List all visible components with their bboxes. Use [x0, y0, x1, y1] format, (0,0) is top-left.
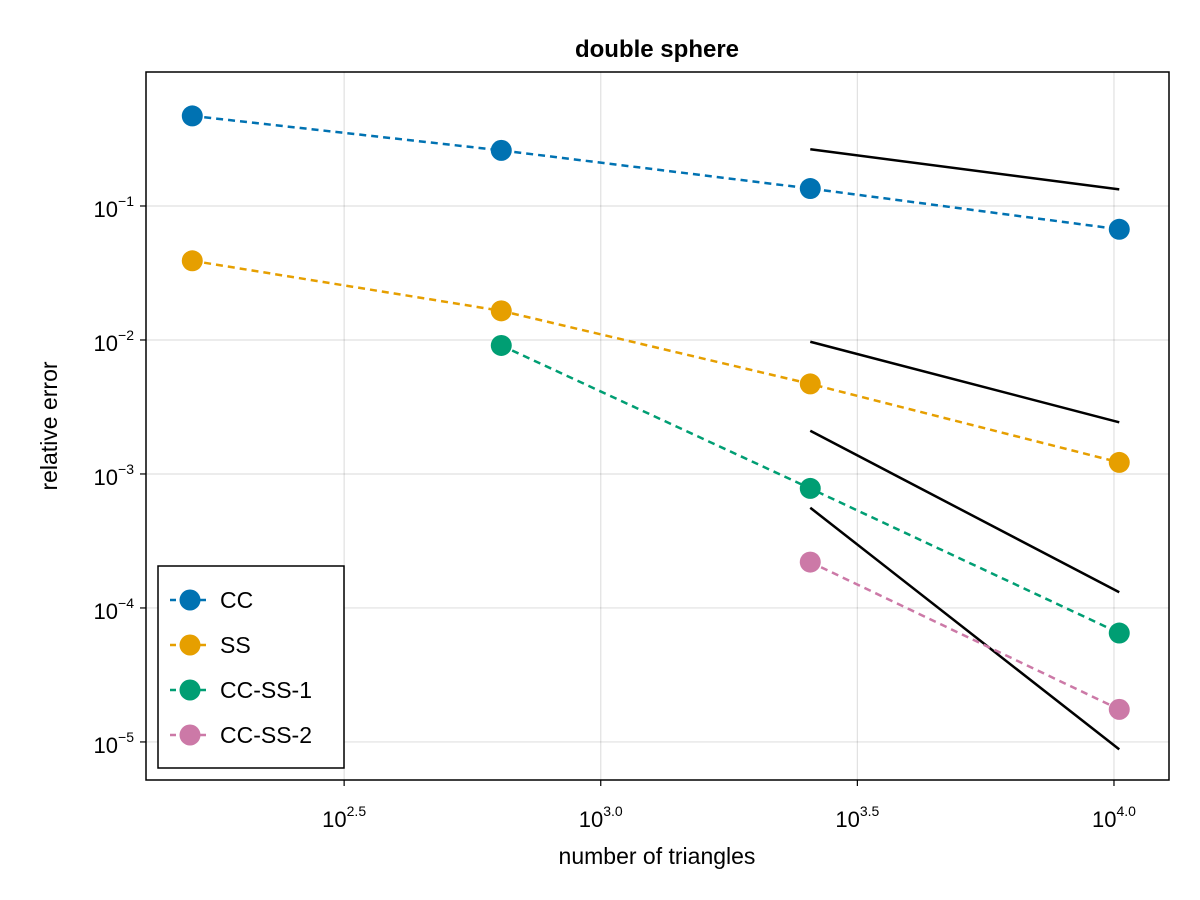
point-ss-1 — [490, 300, 512, 322]
plot-frame — [145, 71, 1170, 781]
y-tick-label-3: 10−4 — [94, 595, 135, 624]
series-line-ss — [192, 259, 1120, 464]
x-tick-label-2: 103.5 — [835, 803, 879, 832]
legend-item-cc: CC — [170, 587, 253, 613]
legend-label-cc-ss-2: CC-SS-2 — [220, 722, 312, 748]
legend-marker-cc-ss-2 — [179, 724, 201, 746]
x-axis-ticks: 102.5 103.0 103.5 104.0 — [322, 780, 1136, 832]
series-cc-ss-2 — [799, 551, 1130, 720]
point-cc-ss-2-0 — [799, 551, 821, 573]
point-cc-0 — [181, 105, 203, 127]
reference-line-3 — [809, 506, 1121, 751]
reference-line-1 — [809, 340, 1120, 424]
legend-marker-cc-ss-1 — [179, 679, 201, 701]
x-axis-label: number of triangles — [559, 843, 756, 869]
point-ss-3 — [1108, 451, 1130, 473]
y-tick-label-0: 10−1 — [94, 193, 135, 222]
legend-label-ss: SS — [220, 632, 251, 658]
point-cc-ss-1-1 — [799, 477, 821, 499]
legend-item-ss: SS — [170, 632, 251, 658]
series-layer — [181, 105, 1130, 720]
reference-line-0 — [810, 148, 1120, 191]
x-tick-label-0: 102.5 — [322, 803, 366, 832]
point-cc-3 — [1108, 218, 1130, 240]
point-cc-1 — [490, 139, 512, 161]
reference-lines — [809, 148, 1121, 751]
y-tick-label-4: 10−5 — [94, 729, 135, 758]
legend-marker-ss — [179, 634, 201, 656]
x-tick-label-1: 103.0 — [579, 803, 623, 832]
legend-item-cc-ss-1: CC-SS-1 — [170, 677, 312, 703]
legend: CC SS CC-SS-1 CC-SS-2 — [157, 565, 345, 769]
series-cc-ss-1 — [490, 334, 1130, 644]
point-cc-ss-1-2 — [1108, 622, 1130, 644]
reference-line-2 — [809, 429, 1120, 594]
legend-label-cc: CC — [220, 587, 253, 613]
y-axis-ticks: 10−1 10−2 10−3 10−4 10−5 — [94, 193, 146, 758]
series-cc — [181, 105, 1130, 240]
y-tick-label-2: 10−3 — [94, 461, 135, 490]
legend-marker-cc — [179, 589, 201, 611]
series-ss — [181, 250, 1130, 473]
series-line-cc — [192, 114, 1120, 231]
y-axis-label: relative error — [36, 361, 62, 490]
point-cc-ss-2-1 — [1108, 698, 1130, 720]
chart-title: double sphere — [575, 36, 739, 63]
point-ss-2 — [799, 373, 821, 395]
x-tick-label-3: 104.0 — [1092, 803, 1136, 832]
legend-item-cc-ss-2: CC-SS-2 — [170, 722, 312, 748]
y-tick-label-1: 10−2 — [94, 327, 135, 356]
legend-label-cc-ss-1: CC-SS-1 — [220, 677, 312, 703]
grid — [146, 72, 1169, 780]
series-line-cc-ss-2 — [809, 560, 1120, 711]
point-cc-2 — [799, 178, 821, 200]
point-cc-ss-1-0 — [490, 334, 512, 356]
point-ss-0 — [181, 250, 203, 272]
